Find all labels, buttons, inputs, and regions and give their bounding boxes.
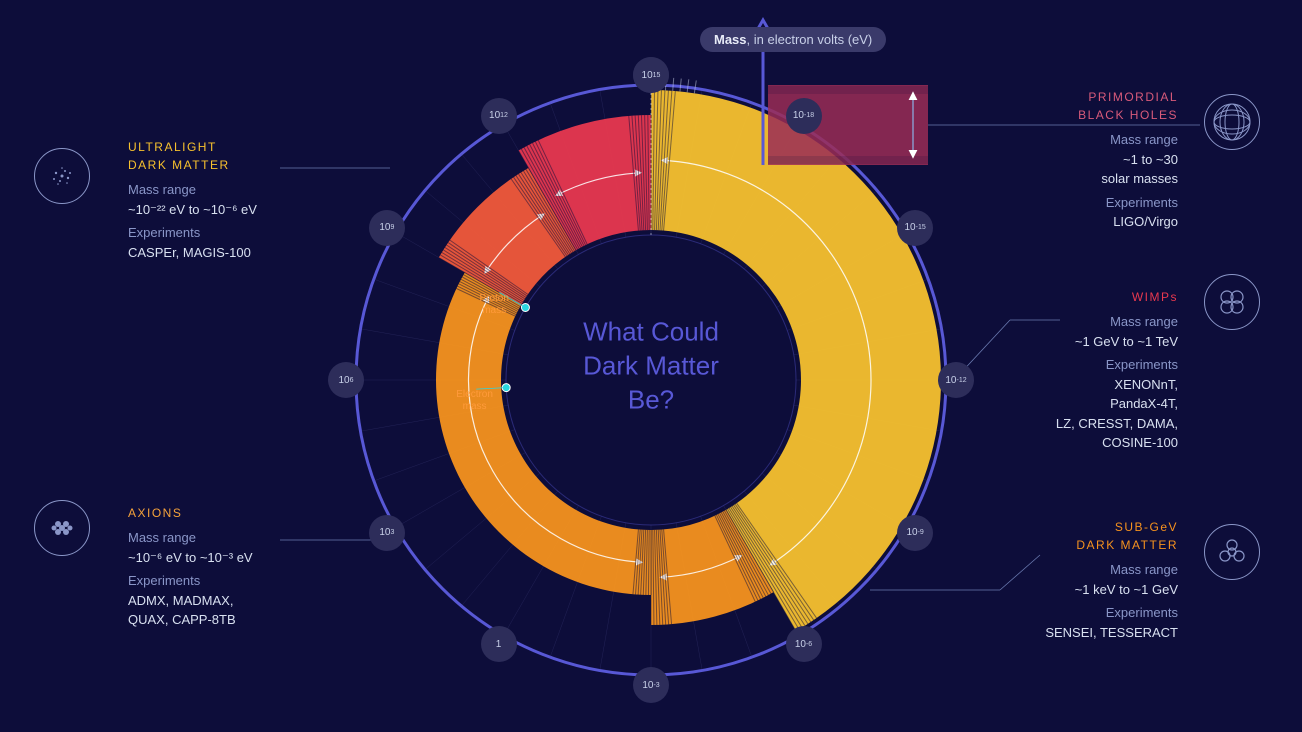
tick-label: 10-15 [897,210,933,246]
tick-label: 1012 [481,98,517,134]
callout-title: PRIMORDIALBLACK HOLES [1078,88,1178,124]
marker-label: Electronmass [456,389,493,413]
callout-pbh: PRIMORDIALBLACK HOLES Mass range ~1 to ~… [1078,88,1178,232]
callout-mass-label: Mass range [1045,560,1178,580]
callout-title: WIMPs [1056,288,1178,306]
tick-label: 109 [369,210,405,246]
axions-icon [34,500,90,556]
axis-label-bold: Mass [714,32,747,47]
tick-label: 10-6 [786,626,822,662]
callout-exp-label: Experiments [1078,193,1178,213]
callout-wimps: WIMPs Mass range ~1 GeV to ~1 TeV Experi… [1056,288,1178,453]
callout-title: ULTRALIGHTDARK MATTER [128,138,257,174]
tick-label: 103 [369,515,405,551]
callout-subgev: SUB-GeVDARK MATTER Mass range ~1 keV to … [1045,518,1178,642]
tick-label: 10-3 [633,667,669,703]
tick-label: 10-9 [897,515,933,551]
callout-title: SUB-GeVDARK MATTER [1045,518,1178,554]
callout-exp: ADMX, MADMAX,QUAX, CAPP-8TB [128,591,253,630]
tick-label: 1 [481,626,517,662]
callout-mass-label: Mass range [128,180,257,200]
callout-mass: ~10⁻²² eV to ~10⁻⁶ eV [128,200,257,220]
callout-mass: ~1 to ~30solar masses [1078,150,1178,189]
callout-exp: SENSEI, TESSERACT [1045,623,1178,643]
tick-label: 10-18 [786,98,822,134]
pbh-icon [1204,94,1260,150]
callout-exp-label: Experiments [128,223,257,243]
wimps-icon [1204,274,1260,330]
subgev-icon [1204,524,1260,580]
callout-exp-label: Experiments [1045,603,1178,623]
callout-mass-label: Mass range [128,528,253,548]
tick-label: 10-12 [938,362,974,398]
callout-mass-label: Mass range [1056,312,1178,332]
callout-mass-label: Mass range [1078,130,1178,150]
callout-mass: ~10⁻⁶ eV to ~10⁻³ eV [128,548,253,568]
callout-axions: AXIONS Mass range ~10⁻⁶ eV to ~10⁻³ eV E… [128,504,253,630]
callout-exp: LIGO/Virgo [1078,212,1178,232]
ultralight-icon [34,148,90,204]
tick-label: 106 [328,362,364,398]
chart-title: What CouldDark MatterBe? [551,315,751,416]
callout-exp-label: Experiments [128,571,253,591]
axis-label-rest: , in electron volts (eV) [747,32,873,47]
callout-exp: XENONnT,PandaX-4T,LZ, CRESST, DAMA,COSIN… [1056,375,1178,453]
callout-ultralight: ULTRALIGHTDARK MATTER Mass range ~10⁻²² … [128,138,257,262]
callout-exp-label: Experiments [1056,355,1178,375]
marker-label: Protonmass [479,293,508,317]
callout-mass: ~1 keV to ~1 GeV [1045,580,1178,600]
callout-exp: CASPEr, MAGIS-100 [128,243,257,263]
tick-label: 1015 [633,57,669,93]
callout-title: AXIONS [128,504,253,522]
callout-mass: ~1 GeV to ~1 TeV [1056,332,1178,352]
axis-label: Mass, in electron volts (eV) [700,27,886,52]
